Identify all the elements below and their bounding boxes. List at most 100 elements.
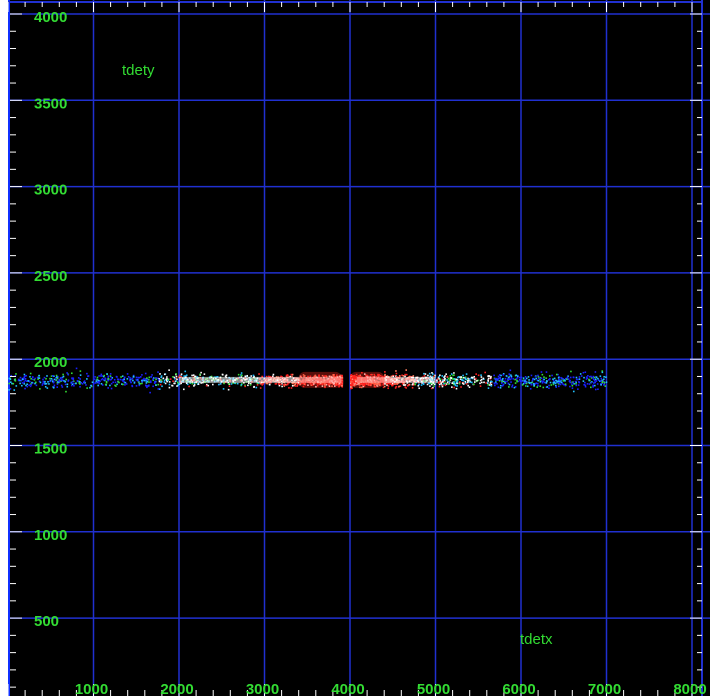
- data-point: [443, 379, 446, 382]
- data-point: [511, 386, 513, 388]
- data-point: [587, 374, 589, 377]
- data-point: [168, 383, 171, 386]
- data-point: [506, 378, 509, 381]
- data-point: [368, 382, 371, 385]
- data-point: [240, 372, 243, 374]
- data-point: [60, 376, 63, 379]
- data-point: [439, 380, 442, 383]
- data-point: [163, 379, 166, 382]
- data-point: [408, 383, 411, 386]
- data-point: [359, 386, 361, 389]
- data-point: [363, 382, 365, 385]
- data-point: [500, 382, 503, 384]
- data-point: [477, 379, 479, 382]
- data-point: [75, 367, 78, 370]
- band-core: [179, 376, 342, 383]
- data-point: [294, 385, 297, 387]
- data-point: [265, 382, 268, 385]
- data-point: [580, 375, 583, 377]
- data-point: [438, 385, 441, 388]
- data-point: [142, 378, 144, 381]
- data-point: [540, 377, 543, 380]
- data-point: [515, 378, 518, 380]
- data-point: [274, 383, 277, 385]
- data-point: [489, 377, 492, 379]
- data-point: [336, 374, 338, 376]
- data-point: [84, 382, 86, 384]
- data-point: [592, 375, 595, 378]
- data-point: [106, 373, 108, 375]
- data-point: [487, 384, 490, 386]
- data-point: [451, 377, 453, 379]
- data-point: [516, 376, 519, 379]
- data-point: [126, 373, 129, 375]
- data-point: [8, 382, 10, 385]
- data-point: [588, 379, 591, 382]
- data-point: [490, 381, 493, 384]
- data-point: [98, 382, 101, 385]
- data-point: [438, 381, 440, 383]
- data-point: [53, 384, 56, 387]
- data-point: [497, 379, 499, 381]
- data-point: [65, 390, 67, 393]
- data-point: [509, 369, 512, 372]
- data-point: [408, 375, 411, 378]
- data-point: [541, 382, 544, 384]
- data-point: [216, 376, 219, 378]
- data-point: [95, 380, 98, 382]
- data-point: [145, 382, 148, 384]
- data-point: [405, 369, 408, 371]
- data-point: [45, 382, 48, 385]
- data-point: [476, 379, 478, 382]
- data-point: [93, 378, 96, 381]
- x-tick-label: 1000: [75, 681, 108, 696]
- data-point: [501, 380, 503, 383]
- data-point: [592, 386, 594, 388]
- data-point: [152, 377, 155, 379]
- data-point: [71, 372, 73, 375]
- data-point: [79, 370, 82, 372]
- data-point: [118, 381, 120, 384]
- data-point: [36, 376, 39, 379]
- data-point: [373, 385, 376, 388]
- data-point: [159, 373, 161, 375]
- data-point: [531, 381, 534, 383]
- data-point: [487, 387, 490, 389]
- data-point: [404, 373, 406, 376]
- data-point: [441, 375, 444, 377]
- data-point: [261, 384, 263, 386]
- data-point: [146, 379, 149, 381]
- data-point: [8, 389, 10, 391]
- data-point: [24, 377, 27, 380]
- data-point: [546, 386, 549, 388]
- data-point: [227, 388, 230, 391]
- data-point: [60, 379, 63, 381]
- data-point: [534, 375, 537, 378]
- data-point: [62, 375, 65, 378]
- data-point: [150, 381, 152, 384]
- data-point: [278, 384, 281, 387]
- data-point: [133, 382, 136, 384]
- data-point: [258, 373, 260, 375]
- data-point: [149, 380, 152, 382]
- data-point: [105, 381, 108, 384]
- data-point: [255, 386, 258, 389]
- data-point: [73, 384, 75, 387]
- data-point: [465, 383, 468, 385]
- data-point: [404, 375, 406, 378]
- data-point: [109, 375, 112, 377]
- data-point: [430, 387, 433, 390]
- data-point: [9, 388, 12, 390]
- data-point: [338, 376, 341, 378]
- data-point: [335, 384, 338, 387]
- data-point: [102, 375, 105, 378]
- data-point: [542, 380, 544, 383]
- data-point: [236, 382, 239, 385]
- data-point: [324, 383, 326, 386]
- data-point: [52, 386, 55, 389]
- data-point: [603, 381, 606, 384]
- data-point: [497, 377, 500, 380]
- data-point: [462, 379, 465, 382]
- data-point: [449, 374, 452, 377]
